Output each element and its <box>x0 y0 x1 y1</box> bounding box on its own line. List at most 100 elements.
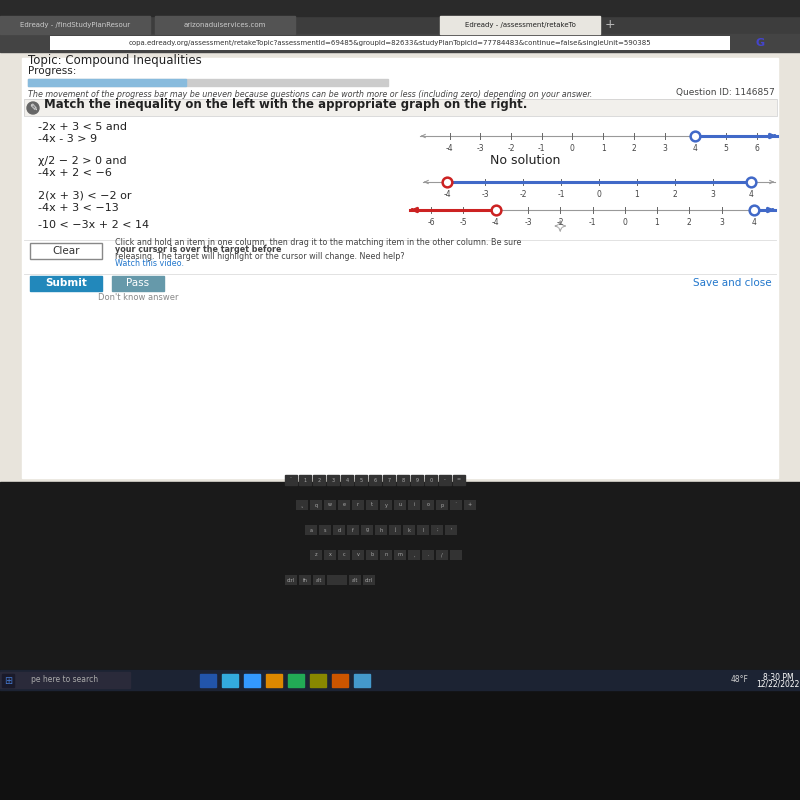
Bar <box>380 500 392 510</box>
Bar <box>155 16 295 34</box>
Text: -4x - 3 > 9: -4x - 3 > 9 <box>38 134 97 144</box>
Text: 2(x + 3) < −2 or: 2(x + 3) < −2 or <box>38 191 131 201</box>
Text: -2: -2 <box>519 190 526 199</box>
Text: ': ' <box>450 527 452 533</box>
Bar <box>436 500 448 510</box>
Bar <box>453 475 465 485</box>
Text: Match the inequality on the left with the appropriate graph on the right.: Match the inequality on the left with th… <box>44 98 527 111</box>
Bar <box>324 550 336 560</box>
Bar <box>28 79 388 86</box>
Bar <box>0 482 800 670</box>
Text: Edready - /assessment/retakeTo: Edready - /assessment/retakeTo <box>465 22 575 28</box>
Text: -2x + 3 < 5 and: -2x + 3 < 5 and <box>38 122 127 132</box>
Text: Pass: Pass <box>126 278 150 289</box>
Text: 1: 1 <box>303 478 306 482</box>
Bar <box>408 550 420 560</box>
Text: Progress:: Progress: <box>28 66 76 76</box>
Text: e: e <box>342 502 346 507</box>
Bar <box>30 243 102 259</box>
Text: 3: 3 <box>719 218 724 227</box>
Bar <box>313 475 325 485</box>
Text: copa.edready.org/assessment/retakeTopic?assessmentId=69485&groupId=82633&studyPl: copa.edready.org/assessment/retakeTopic?… <box>129 40 651 46</box>
Bar <box>431 525 443 535</box>
Bar <box>222 674 238 687</box>
Text: -4x + 2 < −6: -4x + 2 < −6 <box>38 168 112 178</box>
Text: 8: 8 <box>402 478 405 482</box>
Bar <box>440 16 600 34</box>
Text: j: j <box>394 527 396 533</box>
Text: c: c <box>342 553 346 558</box>
Text: 9: 9 <box>415 478 418 482</box>
Text: 7: 7 <box>387 478 390 482</box>
Text: n: n <box>385 553 387 558</box>
Bar <box>352 550 364 560</box>
Text: -4: -4 <box>492 218 499 227</box>
Text: m: m <box>398 553 402 558</box>
Bar <box>403 525 415 535</box>
Bar <box>24 99 777 116</box>
Text: 0: 0 <box>597 190 602 199</box>
Text: The movement of the progress bar may be uneven because questions can be worth mo: The movement of the progress bar may be … <box>28 90 592 99</box>
Bar <box>30 243 102 259</box>
Bar <box>310 674 326 687</box>
Text: ⊞: ⊞ <box>4 675 12 686</box>
Text: 3: 3 <box>710 190 715 199</box>
Bar <box>327 575 347 585</box>
Text: s: s <box>324 527 326 533</box>
Bar <box>0 670 800 800</box>
Bar <box>0 670 800 690</box>
Bar <box>394 500 406 510</box>
Bar <box>299 475 311 485</box>
Bar <box>285 475 297 485</box>
Bar <box>0 34 800 52</box>
Text: 2: 2 <box>631 144 636 153</box>
Text: a: a <box>310 527 313 533</box>
Bar <box>341 475 353 485</box>
Bar <box>383 475 395 485</box>
Bar <box>327 475 339 485</box>
Bar <box>313 575 325 585</box>
Text: -4x + 3 < −13: -4x + 3 < −13 <box>38 203 118 213</box>
Bar <box>422 550 434 560</box>
Text: =: = <box>457 478 461 482</box>
Bar <box>394 550 406 560</box>
Text: Clear: Clear <box>52 246 80 256</box>
Bar <box>363 575 375 585</box>
Bar <box>445 525 457 535</box>
Text: -4: -4 <box>443 190 451 199</box>
Bar <box>347 525 359 535</box>
Bar <box>0 672 130 688</box>
Text: h: h <box>379 527 382 533</box>
Bar <box>369 475 381 485</box>
Text: Don't know answer: Don't know answer <box>98 293 178 302</box>
Text: 4: 4 <box>346 478 349 482</box>
Bar <box>285 575 297 585</box>
Bar <box>50 36 730 50</box>
Text: y: y <box>385 502 387 507</box>
Text: 5: 5 <box>723 144 728 153</box>
Bar <box>200 674 216 687</box>
Bar <box>349 575 361 585</box>
Text: ctrl: ctrl <box>365 578 373 582</box>
Text: q: q <box>314 502 318 507</box>
Text: alt: alt <box>352 578 358 582</box>
Text: w: w <box>328 502 332 507</box>
Text: k: k <box>407 527 410 533</box>
Bar <box>0 16 150 34</box>
Text: ˬ: ˬ <box>301 502 303 507</box>
Bar <box>305 525 317 535</box>
Bar <box>380 550 392 560</box>
Text: 48°F: 48°F <box>731 675 749 685</box>
Bar <box>366 500 378 510</box>
Bar <box>439 475 451 485</box>
Text: ˜: ˜ <box>454 502 458 507</box>
Text: `: ` <box>290 478 292 482</box>
Text: 0: 0 <box>622 218 627 227</box>
Circle shape <box>27 102 39 114</box>
Bar <box>28 79 186 86</box>
Text: 6: 6 <box>754 144 759 153</box>
Text: ctrl: ctrl <box>287 578 295 582</box>
Text: 5: 5 <box>359 478 362 482</box>
Text: r: r <box>357 502 359 507</box>
Bar <box>408 500 420 510</box>
